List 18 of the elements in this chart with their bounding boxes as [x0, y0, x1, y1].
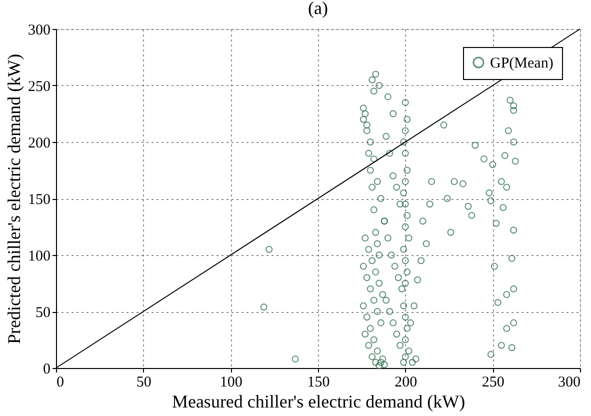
x-tick-label: 0	[56, 374, 64, 390]
y-tick-label: 200	[28, 136, 50, 152]
x-tick-label: 200	[394, 374, 418, 390]
y-tick-label: 100	[28, 248, 50, 264]
y-tick-label: 50	[36, 305, 50, 321]
x-tick-label: 300	[558, 374, 580, 390]
legend-label: GP(Mean)	[490, 56, 554, 72]
x-tick-label: 100	[220, 374, 242, 390]
chart-title: (a)	[308, 0, 328, 18]
x-tick-label: 150	[307, 374, 330, 390]
x-tick-label: 50	[136, 374, 152, 390]
x-axis-title: Measured chiller's electric demand (kW)	[172, 392, 466, 412]
x-tick-label: 250	[482, 374, 504, 390]
y-tick-label: 250	[28, 79, 50, 95]
y-tick-label: 150	[28, 192, 50, 208]
y-tick-label: 0	[43, 362, 50, 378]
y-tick-label: 300	[28, 22, 50, 38]
y-axis-title: Predicted chiller's electric demand (kW)	[4, 54, 24, 344]
